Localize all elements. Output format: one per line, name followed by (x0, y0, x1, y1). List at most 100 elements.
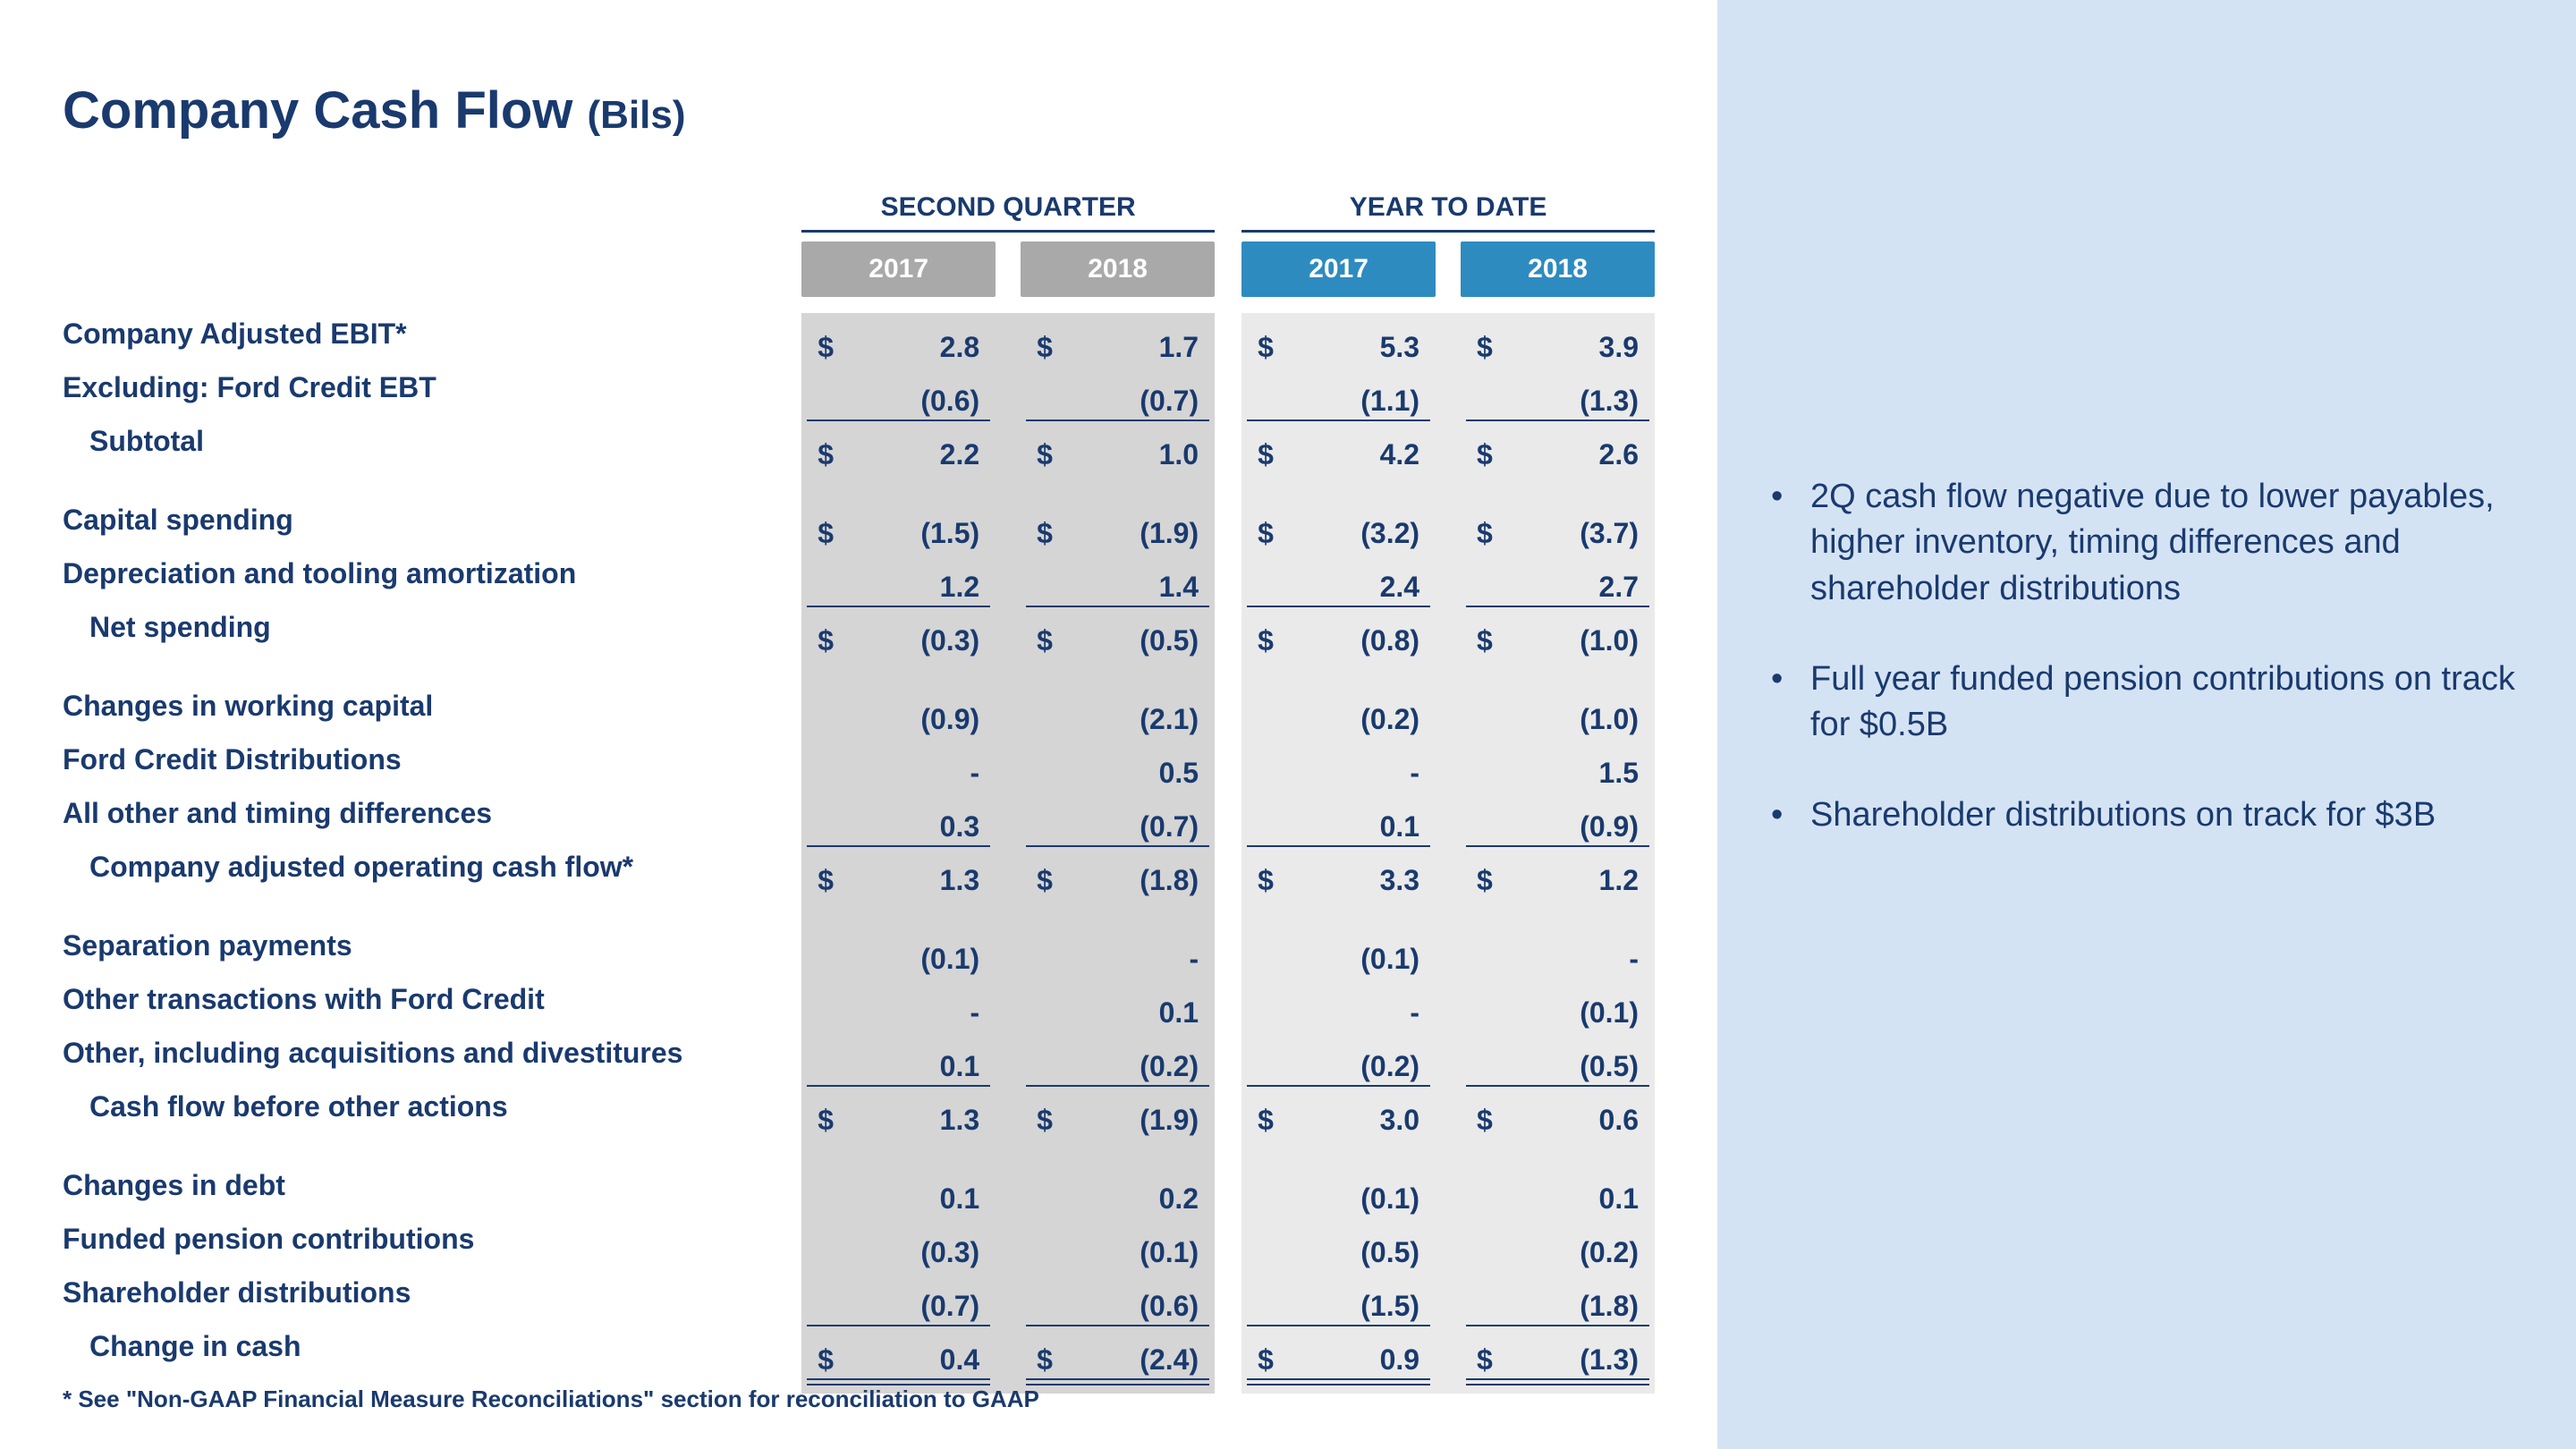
value-cell: (0.6) (1021, 1290, 1215, 1323)
data-row: (0.9)(2.1) (801, 692, 1215, 746)
value-cell: 0.1 (801, 1050, 996, 1083)
value-cell: (1.8) (1461, 1290, 1655, 1323)
data-row: 2.4 2.7 (1241, 560, 1655, 614)
value-cell: $3.9 (1461, 331, 1655, 364)
data-row: 0.1(0.9) (1241, 800, 1655, 853)
data-row: $3.0$0.6 (1241, 1093, 1655, 1147)
value-cell: 0.2 (1021, 1182, 1215, 1216)
value-cell: 0.1 (1021, 996, 1215, 1030)
value-cell: $1.2 (1461, 864, 1655, 897)
value-cell: (0.2) (1241, 703, 1436, 736)
bullet-item: Full year funded pension contributions o… (1771, 657, 2522, 749)
data-row: $3.3 $1.2 (1241, 853, 1655, 907)
bullet-list: 2Q cash flow negative due to lower payab… (1771, 474, 2522, 839)
value-cell: 1.5 (1461, 757, 1655, 790)
page-title: Company Cash Flow (Bils) (63, 80, 1682, 140)
value-cell: 2.4 (1241, 571, 1436, 604)
value-cell: (1.0) (1461, 703, 1655, 736)
data-row: (0.2) (1.0) (1241, 692, 1655, 746)
ytd-year-row: 2017 2018 (1241, 242, 1655, 297)
row-label: Separation payments (63, 919, 801, 972)
value-cell: $1.3 (801, 864, 996, 897)
row-label: Company adjusted operating cash flow* (63, 840, 801, 894)
data-row: 1.21.4 (801, 560, 1215, 614)
value-cell: $1.7 (1021, 331, 1215, 364)
value-cell: $5.3 (1241, 331, 1436, 364)
value-cell: - (801, 996, 996, 1030)
value-cell: 0.1 (1461, 1182, 1655, 1216)
data-row: $(0.8)$(1.0) (1241, 614, 1655, 667)
data-row: $(1.5)$(1.9) (801, 506, 1215, 560)
sq-header: SECOND QUARTER (801, 192, 1215, 233)
value-cell: (0.7) (1021, 810, 1215, 843)
row-label: Changes in working capital (63, 679, 801, 733)
sq-year-2017: 2017 (801, 242, 996, 297)
value-cell: (0.7) (801, 1290, 996, 1323)
value-cell: 2.7 (1461, 571, 1655, 604)
data-row: $1.3 $(1.9) (801, 1093, 1215, 1147)
sq-year-row: 2017 2018 (801, 242, 1215, 297)
value-cell: $(1.0) (1461, 624, 1655, 657)
data-row: 0.1 0.2 (801, 1172, 1215, 1225)
title-main: Company Cash Flow (63, 81, 588, 140)
data-row: 0.1(0.2) (801, 1039, 1215, 1093)
value-cell: (0.1) (1021, 1236, 1215, 1269)
value-cell: 1.4 (1021, 571, 1215, 604)
value-cell: $(1.9) (1021, 1104, 1215, 1137)
row-label: All other and timing differences (63, 786, 801, 840)
data-row: $2.8 $1.7 (801, 320, 1215, 374)
value-cell: $2.8 (801, 331, 996, 364)
footnote: * See "Non-GAAP Financial Measure Reconc… (63, 1385, 1039, 1413)
ytd-data-body: $5.3$3.9(1.1)(1.3)$4.2$2.6$(3.2)$(3.7)2.… (1241, 313, 1655, 1394)
value-cell: $2.2 (801, 438, 996, 471)
value-cell: $(2.4) (1021, 1343, 1215, 1377)
value-cell: $(1.3) (1461, 1343, 1655, 1377)
row-label: Other transactions with Ford Credit (63, 972, 801, 1026)
value-cell: - (801, 757, 996, 790)
data-row: 0.3(0.7) (801, 800, 1215, 853)
row-label: Changes in debt (63, 1158, 801, 1212)
sidebar-panel: 2Q cash flow negative due to lower payab… (1717, 0, 2576, 1449)
data-row: $0.9$(1.3) (1241, 1333, 1655, 1386)
value-cell: $4.2 (1241, 438, 1436, 471)
row-label: Shareholder distributions (63, 1266, 801, 1319)
main-panel: Company Cash Flow (Bils) Company Adjuste… (0, 0, 1717, 1449)
sq-year-2018: 2018 (1021, 242, 1215, 297)
value-cell: $(0.5) (1021, 624, 1215, 657)
ytd-year-2017: 2017 (1241, 242, 1436, 297)
data-row: $(3.2)$(3.7) (1241, 506, 1655, 560)
value-cell: 0.5 (1021, 757, 1215, 790)
value-cell: $1.3 (801, 1104, 996, 1137)
row-label: Other, including acquisitions and divest… (63, 1026, 801, 1080)
row-label: Change in cash (63, 1319, 801, 1373)
row-label: Net spending (63, 600, 801, 654)
row-label: Funded pension contributions (63, 1212, 801, 1266)
year-to-date-block: YEAR TO DATE 2017 2018 $5.3$3.9(1.1)(1.3… (1241, 192, 1655, 1394)
value-cell: $1.0 (1021, 438, 1215, 471)
value-cell: (0.2) (1241, 1050, 1436, 1083)
value-cell: (0.3) (801, 1236, 996, 1269)
value-cell: 0.1 (801, 1182, 996, 1216)
value-cell: $(3.2) (1241, 517, 1436, 550)
row-labels-column: Company Adjusted EBIT*Excluding: Ford Cr… (63, 192, 801, 1394)
row-label: Subtotal (63, 414, 801, 468)
data-row: $(0.3)$(0.5) (801, 614, 1215, 667)
value-cell: $2.6 (1461, 438, 1655, 471)
data-row: $1.3$(1.8) (801, 853, 1215, 907)
value-cell: - (1021, 943, 1215, 976)
value-cell: $3.0 (1241, 1104, 1436, 1137)
second-quarter-block: SECOND QUARTER 2017 2018 $2.8 $1.7 (0.6) (0… (801, 192, 1215, 1394)
slide: Company Cash Flow (Bils) Company Adjuste… (0, 0, 2576, 1449)
value-cell: (0.5) (1461, 1050, 1655, 1083)
row-label: Cash flow before other actions (63, 1080, 801, 1133)
value-cell: (0.5) (1241, 1236, 1436, 1269)
value-cell: (1.1) (1241, 385, 1436, 418)
row-label: Company Adjusted EBIT* (63, 307, 801, 360)
value-cell: (0.9) (801, 703, 996, 736)
value-cell: $3.3 (1241, 864, 1436, 897)
data-row: (0.1)0.1 (1241, 1172, 1655, 1225)
value-cell: $(1.9) (1021, 517, 1215, 550)
value-cell: (0.6) (801, 385, 996, 418)
value-cell: - (1461, 943, 1655, 976)
data-row: $4.2 $2.6 (1241, 428, 1655, 481)
